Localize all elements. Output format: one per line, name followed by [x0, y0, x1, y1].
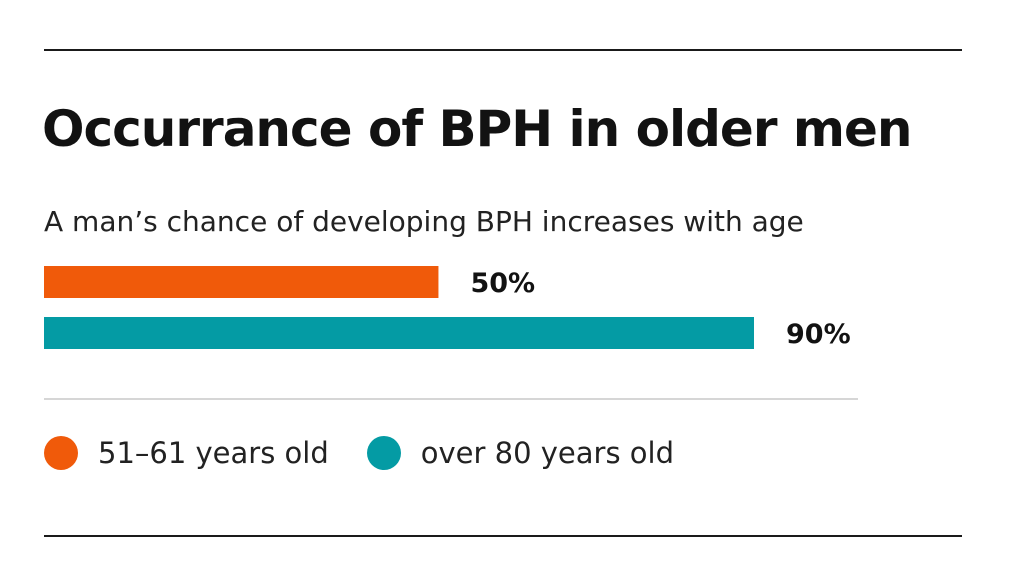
- chart-title: Occurrance of BPH in older men: [42, 100, 913, 158]
- legend-label-over-80: over 80 years old: [420, 436, 675, 470]
- legend-item-over-80: over 80 years old: [366, 436, 675, 470]
- data-label-51-61: 50%: [470, 268, 535, 299]
- legend-swatch-orange: [44, 436, 78, 470]
- legend-label-51-61: 51–61 years old: [98, 436, 329, 470]
- legend-divider: [44, 398, 858, 400]
- legend-item-51-61: 51–61 years old: [44, 436, 329, 470]
- bar-chart: 50% 90%: [44, 266, 851, 350]
- legend-swatch-teal: [366, 436, 401, 470]
- bar-51-61: [44, 266, 439, 298]
- chart-legend: 51–61 years old over 80 years old: [44, 428, 712, 478]
- bar-over-80: [44, 317, 754, 349]
- bottom-rule: [44, 535, 962, 537]
- top-rule: [44, 49, 962, 51]
- data-label-over-80: 90%: [786, 319, 851, 350]
- chart-subtitle: A man’s chance of developing BPH increas…: [44, 205, 804, 238]
